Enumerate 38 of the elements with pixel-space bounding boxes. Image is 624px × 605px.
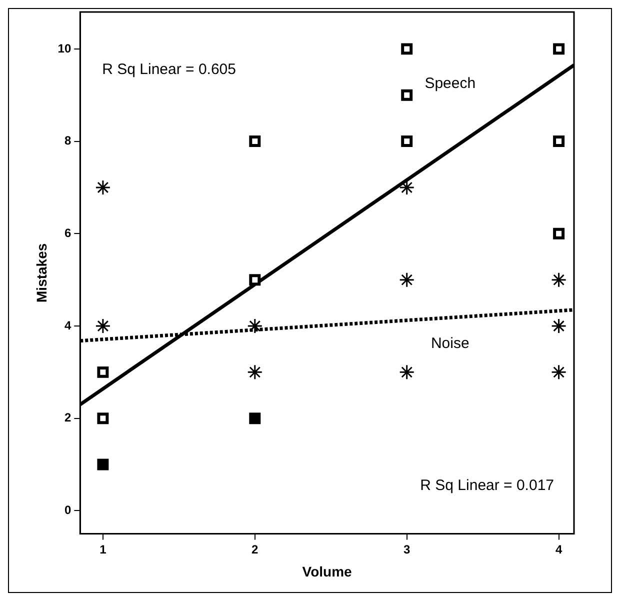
point [95, 318, 111, 334]
point [553, 43, 565, 55]
point [399, 272, 415, 288]
y-tick-label: 4 [64, 318, 72, 332]
annotation: R Sq Linear = 0.605 [102, 61, 236, 78]
annotation: Noise [430, 335, 470, 352]
point [95, 180, 111, 196]
point [249, 274, 261, 286]
y-axis-title: Mistakes [33, 243, 50, 302]
x-tick-label: 1 [100, 542, 107, 556]
x-axis-title: Volume [302, 563, 352, 580]
annotation: R Sq Linear = 0.017 [420, 476, 554, 494]
point [553, 228, 565, 240]
point [401, 43, 413, 55]
point [551, 318, 567, 334]
y-tick-label: 0 [64, 503, 72, 518]
point [249, 136, 261, 148]
point [249, 412, 261, 424]
point [401, 89, 413, 101]
point [247, 318, 263, 334]
point [97, 458, 109, 470]
y-tick-label: 8 [64, 134, 72, 148]
point [399, 364, 415, 380]
y-tick-label: 10 [58, 41, 72, 56]
point [551, 272, 567, 288]
x-tick-label: 2 [252, 542, 259, 556]
annotation: Speech [424, 75, 476, 92]
y-tick-label: 6 [64, 226, 72, 240]
point [97, 412, 109, 424]
point [247, 364, 263, 380]
x-tick-label: 4 [555, 542, 562, 556]
x-tick-label: 3 [404, 542, 411, 556]
point [551, 364, 567, 380]
point [553, 136, 565, 148]
point [97, 366, 109, 378]
y-tick-label: 2 [64, 410, 72, 425]
point [401, 136, 413, 148]
point [399, 180, 415, 196]
